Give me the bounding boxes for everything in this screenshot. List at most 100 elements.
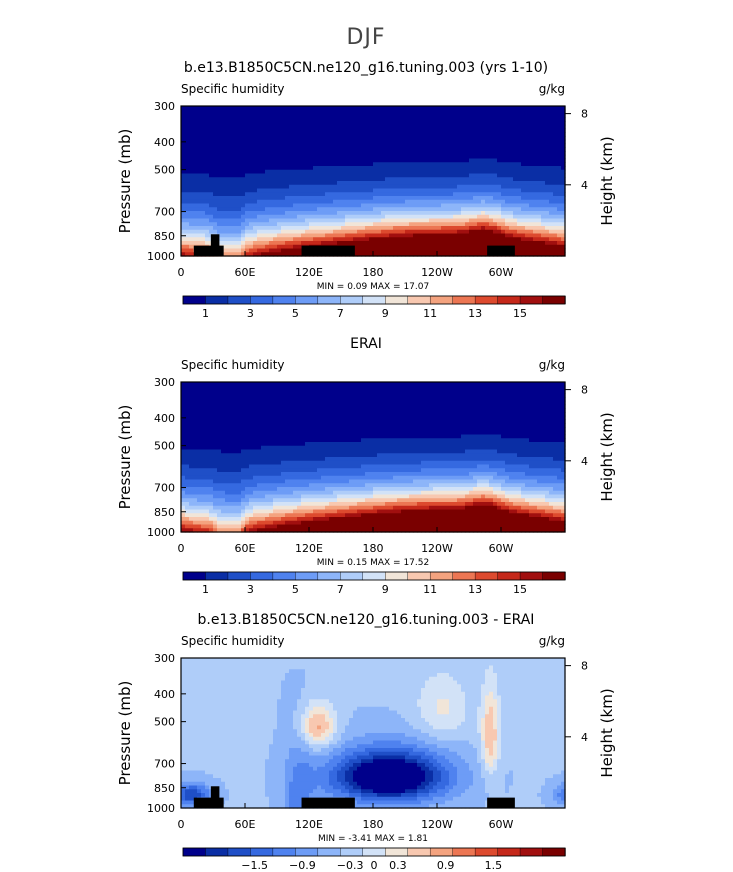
heatmap-cell <box>297 222 302 226</box>
heatmap-cell <box>189 106 194 110</box>
heatmap-cell <box>273 230 278 234</box>
heatmap-cell <box>493 125 498 129</box>
heatmap-cell <box>429 132 434 136</box>
heatmap-cell <box>201 453 206 457</box>
heatmap-cell <box>261 461 266 465</box>
heatmap-cell <box>413 245 418 249</box>
heatmap-cell <box>301 181 306 185</box>
heatmap-cell <box>397 226 402 230</box>
heatmap-cell <box>505 144 510 148</box>
heatmap-cell <box>417 132 422 136</box>
heatmap-cell <box>181 401 186 405</box>
heatmap-cell <box>245 174 250 178</box>
heatmap-cell <box>193 495 198 499</box>
heatmap-cell <box>497 192 502 196</box>
heatmap-cell <box>413 151 418 155</box>
heatmap-cell <box>353 129 358 133</box>
heatmap-cell <box>253 393 258 397</box>
heatmap-cell <box>373 140 378 144</box>
heatmap-cell <box>525 159 530 163</box>
heatmap-cell <box>513 219 518 223</box>
heatmap-cell <box>217 435 222 439</box>
colorbar-swatch <box>453 296 476 304</box>
heatmap-cell <box>273 521 278 525</box>
heatmap-cell <box>345 159 350 163</box>
heatmap-cell <box>213 525 218 529</box>
heatmap-cell <box>337 132 342 136</box>
heatmap-cell <box>269 162 274 166</box>
heatmap-cell <box>453 117 458 121</box>
heatmap-cell <box>325 166 330 170</box>
heatmap-cell <box>201 427 206 431</box>
heatmap-cell <box>525 166 530 170</box>
heatmap-cell <box>465 207 470 211</box>
heatmap-cell <box>217 457 222 461</box>
heatmap-cell <box>249 435 254 439</box>
heatmap-cell <box>241 435 246 439</box>
heatmap-cell <box>393 241 398 245</box>
heatmap-cell <box>321 174 326 178</box>
heatmap-cell <box>297 151 302 155</box>
heatmap-cell <box>233 226 238 230</box>
heatmap-cell <box>193 457 198 461</box>
heatmap-cell <box>221 480 226 484</box>
heatmap-cell <box>505 174 510 178</box>
heatmap-cell <box>517 185 522 189</box>
heatmap-cell <box>529 230 534 234</box>
heatmap-cell <box>553 222 558 226</box>
heatmap-cell <box>377 166 382 170</box>
heatmap-cell <box>337 106 342 110</box>
heatmap-cell <box>537 249 542 253</box>
heatmap-cell <box>417 151 422 155</box>
heatmap-cell <box>209 159 214 163</box>
heatmap-cell <box>309 215 314 219</box>
heatmap-cell <box>397 121 402 125</box>
heatmap-cell <box>257 408 262 412</box>
heatmap-cell <box>245 382 250 386</box>
heatmap-cell <box>305 222 310 226</box>
heatmap-cell <box>413 106 418 110</box>
heatmap-cell <box>213 151 218 155</box>
heatmap-cell <box>277 510 282 514</box>
heatmap-cell <box>425 189 430 193</box>
heatmap-cell <box>469 181 474 185</box>
heatmap-cell <box>329 121 334 125</box>
heatmap-cell <box>349 200 354 204</box>
heatmap-cell <box>353 151 358 155</box>
heatmap-cell <box>413 140 418 144</box>
heatmap-cell <box>385 147 390 151</box>
heatmap-cell <box>221 129 226 133</box>
heatmap-cell <box>237 245 242 249</box>
heatmap-cell <box>265 453 270 457</box>
heatmap-cell <box>449 200 454 204</box>
heatmap-cell <box>237 510 242 514</box>
heatmap-cell <box>185 427 190 431</box>
heatmap-cell <box>377 110 382 114</box>
heatmap-cell <box>477 222 482 226</box>
heatmap-cell <box>221 155 226 159</box>
heatmap-cell <box>345 222 350 226</box>
heatmap-cell <box>525 151 530 155</box>
heatmap-cell <box>261 416 266 420</box>
heatmap-cell <box>413 222 418 226</box>
heatmap-cell <box>181 129 186 133</box>
heatmap-cell <box>549 110 554 114</box>
heatmap-cell <box>405 204 410 208</box>
heatmap-cell <box>409 121 414 125</box>
heatmap-cell <box>289 162 294 166</box>
heatmap-cell <box>337 207 342 211</box>
heatmap-cell <box>269 405 274 409</box>
heatmap-cell <box>221 472 226 476</box>
heatmap-cell <box>549 237 554 241</box>
heatmap-cell <box>181 159 186 163</box>
heatmap-cell <box>261 144 266 148</box>
heatmap-cell <box>553 151 558 155</box>
y-tick-label: 1000 <box>147 250 175 263</box>
heatmap-cell <box>465 144 470 148</box>
heatmap-cell <box>225 140 230 144</box>
heatmap-cell <box>233 215 238 219</box>
heatmap-cell <box>537 106 542 110</box>
heatmap-cell <box>333 144 338 148</box>
heatmap-cell <box>473 110 478 114</box>
heatmap-cell <box>281 487 286 491</box>
